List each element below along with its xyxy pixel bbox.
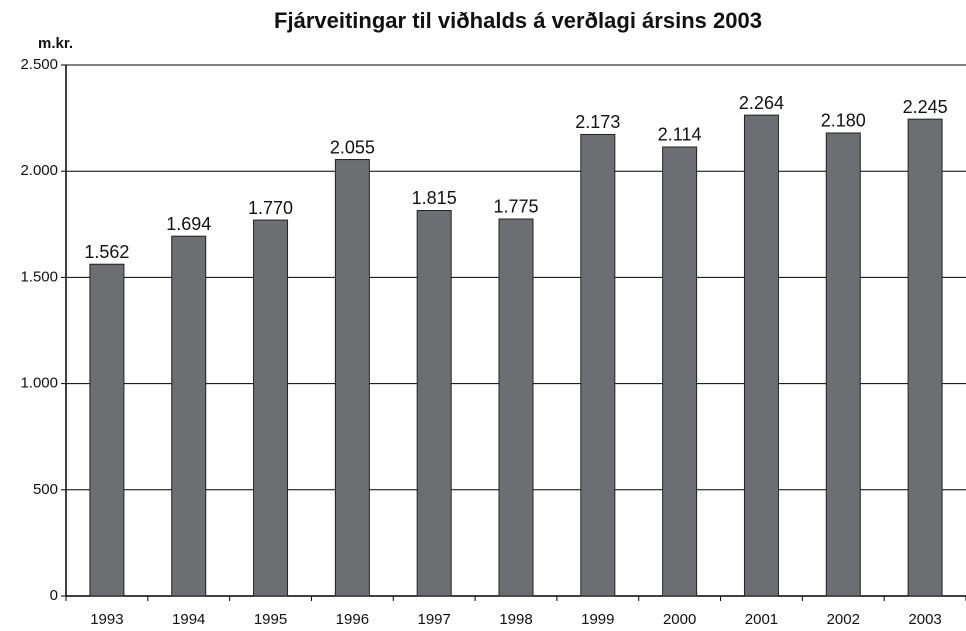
- x-tick-label: 1996: [336, 611, 369, 628]
- value-label: 2.245: [903, 97, 948, 117]
- bar: [253, 219, 289, 597]
- x-tick-label: 1997: [417, 611, 450, 628]
- bar: [498, 218, 534, 597]
- value-label: 1.562: [84, 242, 129, 262]
- bar: [416, 209, 452, 597]
- y-axis-label: m.kr.: [38, 35, 73, 52]
- bar: [89, 263, 125, 597]
- bar: [171, 235, 207, 597]
- bar: [662, 146, 698, 597]
- bar: [580, 133, 616, 597]
- y-tick-label: 1.000: [20, 375, 58, 392]
- value-label: 1.770: [248, 198, 293, 218]
- x-tick-label: 1994: [172, 611, 205, 628]
- x-tick-label: 1998: [499, 611, 532, 628]
- y-tick-label: 2.000: [20, 162, 58, 179]
- bar: [334, 159, 370, 597]
- x-tick-label: 2001: [745, 611, 778, 628]
- value-label: 2.264: [739, 93, 784, 113]
- y-tick-label: 2.500: [20, 56, 58, 73]
- value-label: 2.114: [658, 125, 702, 145]
- value-label: 2.173: [575, 112, 620, 132]
- y-tick-label: 500: [33, 481, 58, 498]
- value-label: 2.180: [821, 111, 866, 131]
- x-tick-label: 1995: [254, 611, 287, 628]
- x-tick-label: 2003: [908, 611, 941, 628]
- bar: [907, 118, 943, 597]
- x-tick-label: 1999: [581, 611, 614, 628]
- value-label: 1.815: [412, 188, 457, 208]
- value-label: 1.694: [166, 214, 211, 234]
- y-tick-label: 0: [50, 587, 58, 604]
- value-label: 2.055: [330, 137, 375, 157]
- x-tick-label: 2002: [827, 611, 860, 628]
- value-label: 1.775: [493, 197, 538, 217]
- x-tick-label: 1993: [90, 611, 123, 628]
- chart-title: Fjárveitingar til viðhalds á verðlagi ár…: [274, 8, 762, 33]
- x-tick-label: 2000: [663, 611, 696, 628]
- bar: [825, 132, 861, 597]
- y-tick-label: 1.500: [20, 268, 58, 285]
- bar: [743, 114, 779, 597]
